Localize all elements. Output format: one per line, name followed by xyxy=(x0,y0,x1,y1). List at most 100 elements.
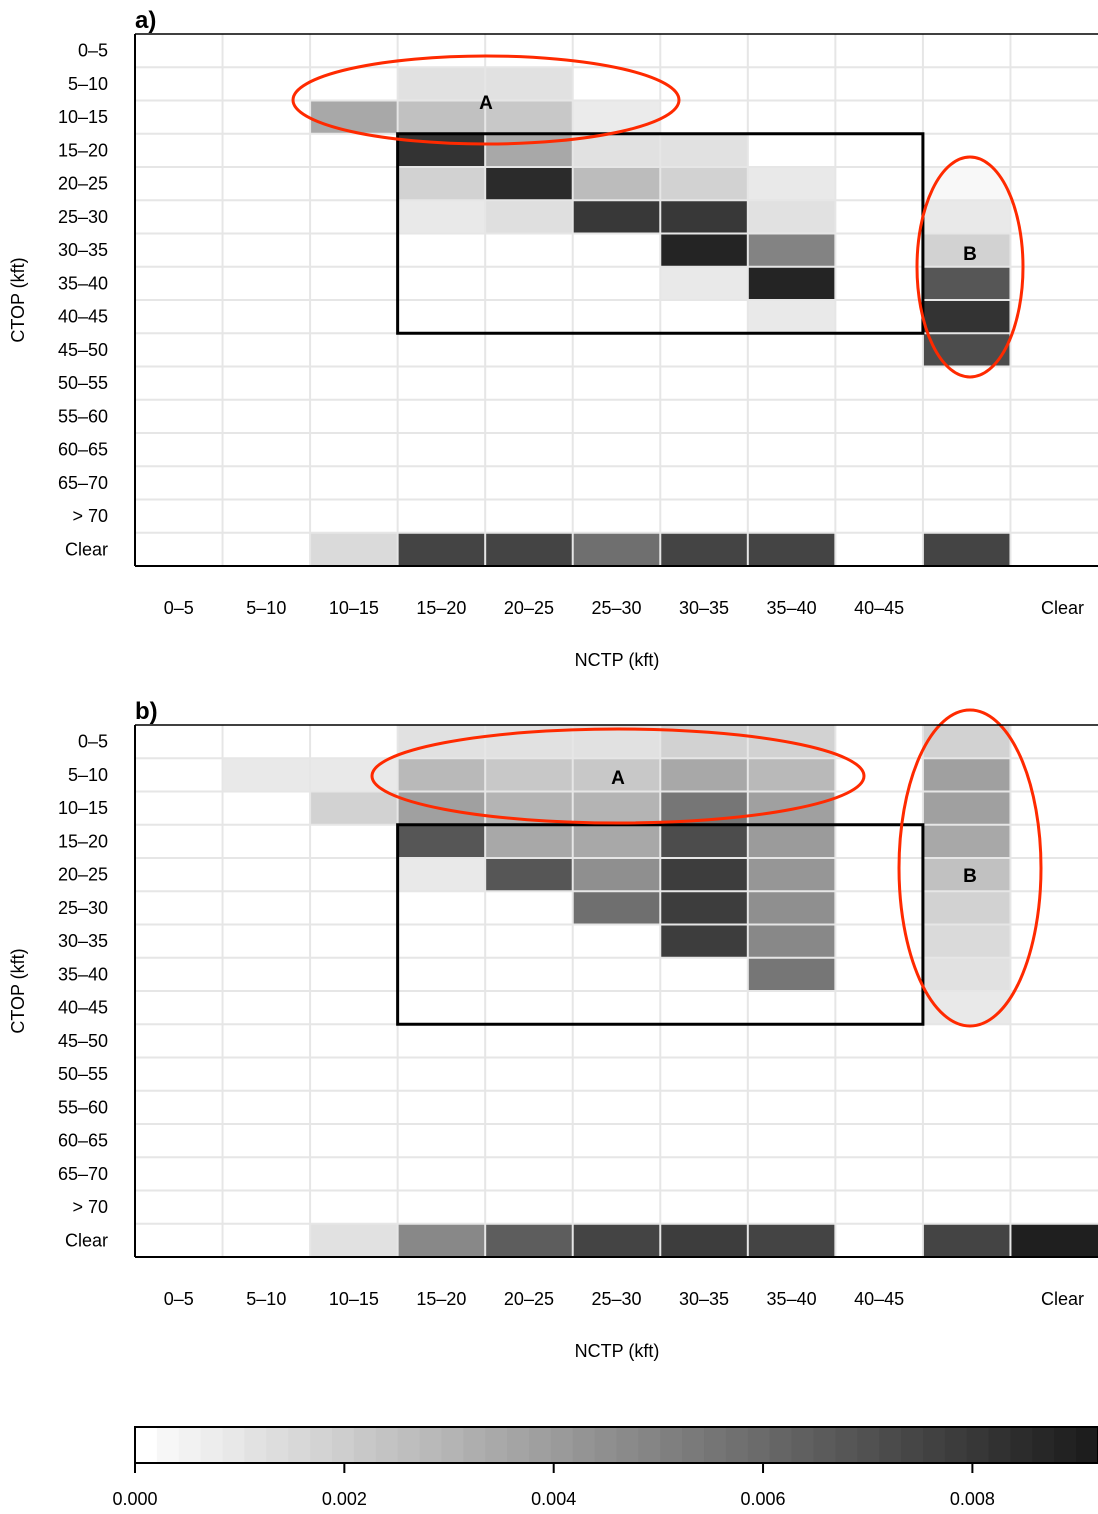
y-tick-label: 0–5 xyxy=(78,41,108,61)
cell-a-25-30-35-40 xyxy=(747,200,836,234)
x-tick-label: 30–35 xyxy=(679,598,729,618)
y-tick-label: 20–25 xyxy=(58,865,108,885)
cell-b-15-20-35-40 xyxy=(747,824,836,858)
colorbar-tick-label: 0.002 xyxy=(322,1489,367,1509)
x-tick-labels-b: 0–5 5–10 10–15 15–20 20–25 25–30 30–35 35–40 40–… xyxy=(164,1289,1084,1309)
annotation-ellipse-a xyxy=(291,54,681,146)
colorbar-bin xyxy=(966,1427,990,1463)
cell-b-5-10-20-25 xyxy=(485,758,573,792)
y-tick-label: 65–70 xyxy=(58,1164,108,1184)
cell-b-20-25-30-35 xyxy=(660,858,748,892)
cell-a-10-15-25-30 xyxy=(572,100,661,134)
colorbar-bin xyxy=(288,1427,311,1463)
x-tick-label: 35–40 xyxy=(767,1289,817,1309)
cell-a-Clear-10-15 xyxy=(310,532,398,566)
cell-a-15-20-20-25 xyxy=(485,133,573,167)
cell-a-25-30-30-35 xyxy=(660,200,748,234)
cell-b-25-30-25-30 xyxy=(572,891,661,925)
cell-a-40-45-35-40 xyxy=(747,300,836,334)
colorbar-frame xyxy=(134,1426,1098,1464)
cell-a-Clear-col10 xyxy=(922,532,1011,566)
cell-b-25-30-30-35 xyxy=(660,891,748,925)
cell-b-10-15-10-15 xyxy=(310,791,398,825)
colorbar-tick-label: 0.008 xyxy=(950,1489,995,1509)
colorbar-bin xyxy=(682,1427,705,1463)
y-tick-label: 5–10 xyxy=(68,765,108,785)
colorbar-bin xyxy=(813,1427,836,1463)
cell-a-10-15-15-20 xyxy=(397,100,486,134)
y-tick-label: 15–20 xyxy=(58,140,108,160)
cell-b-15-20-col10 xyxy=(922,824,1011,858)
highlight-box-b xyxy=(396,823,925,1026)
colorbar-bin xyxy=(244,1427,267,1463)
annotations-a: AB xyxy=(291,54,1025,379)
cell-b-30-35-30-35 xyxy=(660,924,748,958)
colorbar-bin xyxy=(156,1427,180,1463)
colorbar-bin xyxy=(769,1427,793,1463)
cell-a-5-10-15-20 xyxy=(397,67,486,101)
cell-a-Clear-15-20 xyxy=(397,532,486,566)
x-tick-label: Clear xyxy=(1041,598,1084,618)
annotation-ellipse-b xyxy=(897,708,1043,1028)
x-tick-label: 20–25 xyxy=(504,1289,554,1309)
colorbar-bin xyxy=(1076,1427,1098,1463)
cell-b-30-35-35-40 xyxy=(747,924,836,958)
cell-a-5-10-20-25 xyxy=(485,67,573,101)
x-tick-labels-a: 0–5 5–10 10–15 15–20 20–25 25–30 30–35 35–40 40–… xyxy=(164,598,1084,618)
cell-b-35-40-col10 xyxy=(922,957,1011,991)
annotation-label-b: B xyxy=(963,244,977,265)
y-tick-label: 5–10 xyxy=(68,74,108,94)
cell-b-25-30-35-40 xyxy=(747,891,836,925)
cell-a-Clear-30-35 xyxy=(660,532,748,566)
panel-label-b: b) xyxy=(135,698,158,725)
cell-a-15-20-30-35 xyxy=(660,133,748,167)
cell-a-20-25-20-25 xyxy=(485,167,573,201)
cells-a xyxy=(310,67,1011,566)
y-tick-label: 45–50 xyxy=(58,340,108,360)
colorbar-bin xyxy=(550,1427,574,1463)
cell-a-30-35-col10 xyxy=(922,233,1011,267)
y-tick-label: > 70 xyxy=(72,506,108,526)
colorbar-bin xyxy=(1032,1427,1055,1463)
y-tick-label: 15–20 xyxy=(58,831,108,851)
axes-a xyxy=(134,33,1098,567)
colorbar-bin xyxy=(397,1427,421,1463)
annotation-label-a: A xyxy=(479,93,493,114)
cell-a-30-35-30-35 xyxy=(660,233,748,267)
colorbar-bin xyxy=(222,1427,246,1463)
cell-a-25-30-15-20 xyxy=(397,200,486,234)
y-tick-label: 30–35 xyxy=(58,931,108,951)
cell-a-35-40-col10 xyxy=(922,266,1011,300)
cell-b-15-20-30-35 xyxy=(660,824,748,858)
cell-b-5-10-5-10 xyxy=(222,758,311,792)
y-axis-title-a: CTOP (kft) xyxy=(8,257,28,342)
y-axis-title-b: CTOP (kft) xyxy=(8,948,28,1033)
colorbar-bin xyxy=(704,1427,727,1463)
cell-a-15-20-15-20 xyxy=(397,133,486,167)
cell-b-20-25-col10 xyxy=(922,858,1011,892)
y-tick-label: 45–50 xyxy=(58,1031,108,1051)
cell-b-5-10-15-20 xyxy=(397,758,486,792)
x-tick-label: 5–10 xyxy=(246,1289,286,1309)
cell-b-25-30-col10 xyxy=(922,891,1011,925)
cell-b-15-20-15-20 xyxy=(397,824,486,858)
colorbar-bin xyxy=(594,1427,618,1463)
y-tick-label: 55–60 xyxy=(58,406,108,426)
panel-label-a: a) xyxy=(135,7,156,34)
cell-a-40-45-col10 xyxy=(922,300,1011,334)
y-tick-label: 65–70 xyxy=(58,473,108,493)
x-axis-title-a: NCTP (kft) xyxy=(575,650,660,670)
y-tick-label: 20–25 xyxy=(58,174,108,194)
cell-a-35-40-35-40 xyxy=(747,266,836,300)
colorbar-bin xyxy=(988,1427,1012,1463)
colorbar-bin xyxy=(616,1427,639,1463)
cell-a-35-40-30-35 xyxy=(660,266,748,300)
cell-a-25-30-col10 xyxy=(922,200,1011,234)
cell-b-5-10-10-15 xyxy=(310,758,398,792)
y-tick-label: 35–40 xyxy=(58,273,108,293)
colorbar-bin xyxy=(791,1427,815,1463)
cell-a-20-25-35-40 xyxy=(747,167,836,201)
colorbar-bin xyxy=(835,1427,858,1463)
cell-b-15-20-25-30 xyxy=(572,824,661,858)
cell-b-20-25-25-30 xyxy=(572,858,661,892)
